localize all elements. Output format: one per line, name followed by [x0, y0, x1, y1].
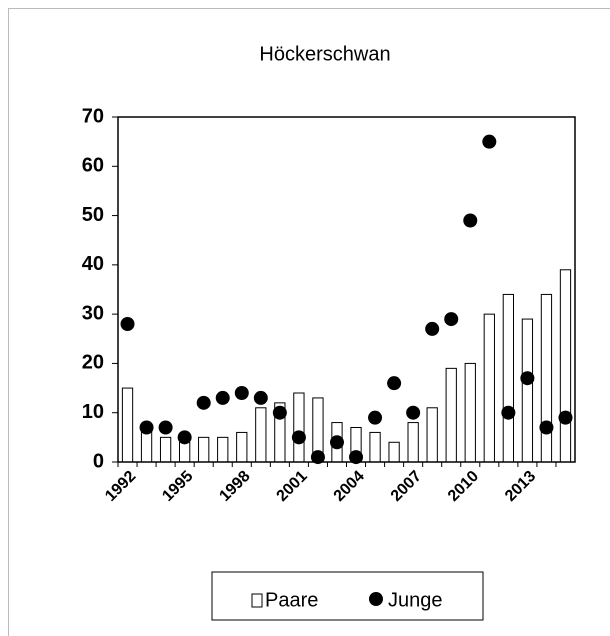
bar: [388, 441, 400, 463]
point: [387, 376, 402, 391]
bar: [521, 318, 534, 463]
bar: [217, 436, 229, 463]
y-tick-label: 60: [82, 155, 104, 177]
y-tick-label: 30: [82, 302, 104, 324]
bar: [198, 436, 210, 463]
legend-label: Paare: [265, 589, 318, 611]
bar: [121, 387, 134, 463]
point: [234, 386, 249, 400]
point: [520, 371, 535, 386]
bar: [369, 431, 381, 463]
point: [482, 134, 497, 149]
bar: [255, 407, 267, 463]
bar: [559, 269, 572, 463]
chart-title: Höckerschwan: [259, 43, 390, 65]
legend-label: Junge: [388, 589, 443, 611]
bar: [159, 436, 172, 463]
point: [539, 420, 554, 435]
bar: [407, 422, 419, 463]
point: [196, 395, 211, 410]
point: [329, 435, 344, 450]
point: [177, 430, 192, 445]
point: [349, 450, 364, 465]
point: [253, 390, 268, 405]
point: [139, 420, 154, 435]
point: [463, 213, 478, 228]
point: [120, 317, 135, 331]
y-tick-label: 10: [82, 401, 104, 423]
point: [558, 410, 573, 425]
bar: [179, 441, 191, 463]
bar: [483, 313, 495, 463]
bar: [445, 367, 457, 463]
point: [272, 405, 287, 420]
bar: [540, 293, 553, 463]
point: [425, 321, 440, 336]
bar: [464, 362, 476, 463]
point: [310, 450, 325, 465]
y-tick-label: 70: [82, 105, 104, 127]
point: [215, 390, 230, 405]
y-tick-label: 40: [82, 253, 104, 275]
bar: [426, 407, 438, 463]
point: [406, 405, 421, 420]
point: [444, 312, 459, 327]
point: [368, 410, 383, 425]
y-tick-label: 0: [93, 450, 104, 472]
bar: [293, 392, 305, 463]
legend-swatch: [251, 593, 263, 608]
bar: [502, 293, 514, 463]
y-tick-label: 20: [82, 352, 104, 374]
point: [501, 405, 516, 420]
legend-swatch: [369, 592, 383, 606]
point: [158, 420, 173, 435]
point: [291, 430, 306, 445]
y-tick-label: 50: [82, 204, 104, 226]
bar: [236, 431, 248, 463]
